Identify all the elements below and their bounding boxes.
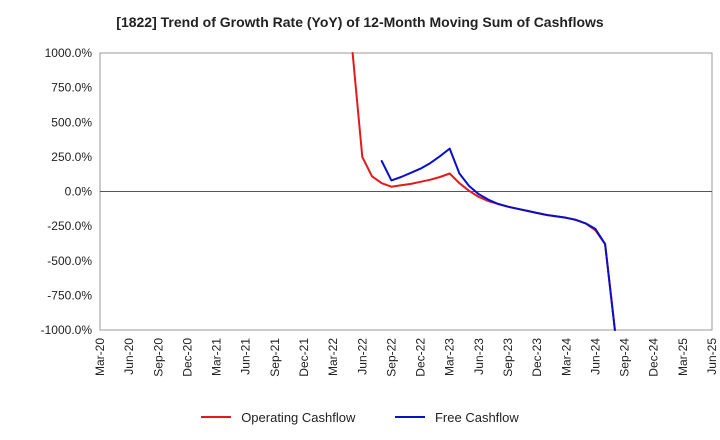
chart-title: [1822] Trend of Growth Rate (YoY) of 12-… [116, 14, 604, 30]
x-tick-label: Jun-23 [472, 338, 486, 375]
legend-label-operating: Operating Cashflow [241, 409, 356, 425]
series [351, 52, 616, 331]
x-tick-label: Dec-21 [297, 338, 311, 377]
x-tick-label: Dec-23 [530, 338, 544, 377]
axes [99, 52, 713, 331]
x-tick-label: Sep-20 [151, 338, 165, 377]
x-tick-label: Sep-24 [618, 338, 632, 377]
y-tick-label: 250.0% [51, 150, 92, 164]
legend-item-operating-cashflow: Operating Cashflow [201, 410, 355, 425]
x-tick-label: Dec-22 [414, 338, 428, 377]
legend-swatch-operating [201, 416, 232, 418]
x-tick-labels: Mar-20 Jun-20 Sep-20 Dec-20 Mar-21 Jun-21 Sep-… [93, 338, 719, 377]
x-tick-label: Sep-21 [268, 338, 282, 377]
y-tick-label: -250.0% [47, 219, 92, 233]
x-tick-label: Dec-20 [180, 338, 194, 377]
y-tick-label: 0.0% [65, 185, 93, 199]
x-tick-label: Sep-23 [501, 338, 515, 377]
x-tick-label: Mar-22 [326, 338, 340, 376]
x-tick-label: Jun-21 [239, 338, 253, 375]
x-tick-label: Sep-22 [384, 338, 398, 377]
free-cashflow-line [380, 147, 616, 331]
legend-swatch-free [394, 416, 425, 418]
y-tick-label: 1000.0% [45, 46, 93, 60]
x-tick-label: Mar-21 [210, 338, 224, 376]
y-tick-labels: 1000.0% 750.0% 500.0% 250.0% 0.0% -250.0% -500… [41, 46, 93, 337]
x-tick-label: Jun-22 [355, 338, 369, 375]
x-tick-label: Mar-20 [93, 338, 107, 376]
y-tick-label: 500.0% [51, 115, 92, 129]
x-tick-label: Mar-23 [443, 338, 457, 376]
legend-item-free-cashflow: Free Cashflow [394, 409, 519, 425]
y-tick-label: -500.0% [47, 254, 92, 268]
y-tick-label: -750.0% [47, 288, 92, 302]
x-tick-label: Dec-24 [647, 338, 661, 377]
legend-label-free: Free Cashflow [434, 409, 519, 425]
legend: Operating Cashflow Free Cashflow [0, 406, 720, 425]
x-tick-label: Jun-20 [122, 338, 136, 375]
y-tick-label: -1000.0% [41, 323, 93, 337]
x-tick-label: Mar-25 [676, 338, 690, 376]
x-tick-label: Jun-24 [588, 338, 602, 375]
x-tick-label: Jun-25 [705, 338, 719, 375]
x-tick-label: Mar-24 [559, 338, 573, 376]
y-tick-label: 750.0% [51, 81, 92, 95]
